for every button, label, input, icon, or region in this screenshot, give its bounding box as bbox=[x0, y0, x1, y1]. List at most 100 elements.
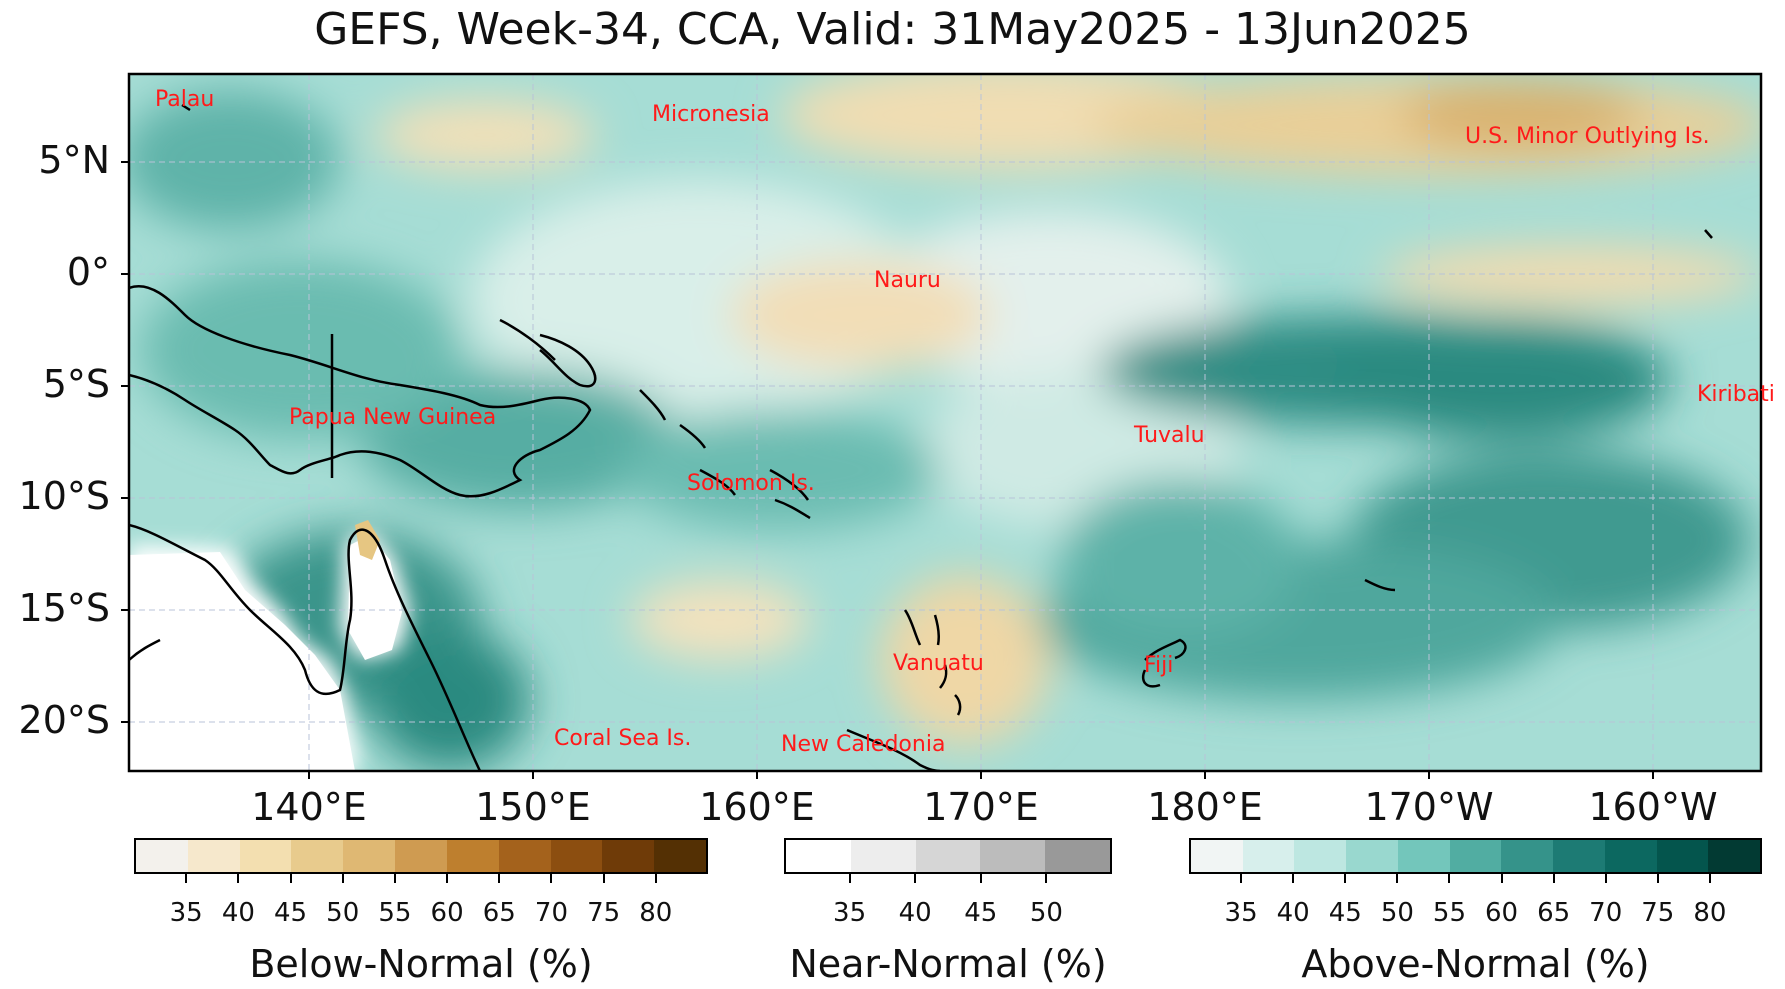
colorbar-swatch-above-0 bbox=[1191, 840, 1243, 872]
colorbar-tick-label-near-3: 50 bbox=[1029, 898, 1063, 928]
colorbar-swatch-near-4 bbox=[1045, 840, 1110, 872]
colorbar-tick-label-below-7: 70 bbox=[534, 898, 568, 928]
lat-label-0: 0° bbox=[66, 250, 110, 294]
colorbar-swatch-below-1 bbox=[187, 840, 240, 872]
colorbar-near-normal bbox=[784, 838, 1112, 874]
lat-label-5n: 5°N bbox=[38, 138, 110, 182]
colorbar-tick-mark-above-9 bbox=[1708, 874, 1711, 883]
colorbar-tick-label-above-9: 80 bbox=[1693, 898, 1727, 928]
colorbar-tick-label-above-7: 70 bbox=[1589, 898, 1623, 928]
colorbar-tick-label-below-1: 40 bbox=[221, 898, 255, 928]
place-label-coral-sea: Coral Sea Is. bbox=[554, 726, 692, 751]
place-label-new-caledonia: New Caledonia bbox=[781, 732, 946, 757]
place-label-palau: Palau bbox=[155, 87, 215, 112]
colorbar-tick-label-above-1: 40 bbox=[1276, 898, 1310, 928]
colorbar-tick-mark-above-0 bbox=[1240, 874, 1243, 883]
colorbar-tick-mark-below-0 bbox=[185, 874, 188, 883]
colorbar-tick-label-below-4: 55 bbox=[378, 898, 412, 928]
colorbar-swatch-near-2 bbox=[915, 840, 981, 872]
place-label-vanuatu: Vanuatu bbox=[893, 651, 984, 676]
lon-label-180e: 180°E bbox=[1147, 785, 1263, 829]
colorbar-swatch-above-6 bbox=[1501, 840, 1554, 872]
colorbar-above-normal bbox=[1189, 838, 1762, 874]
colorbar-tick-mark-below-8 bbox=[602, 874, 605, 883]
colorbar-swatch-below-4 bbox=[343, 840, 396, 872]
colorbar-below-normal bbox=[134, 838, 708, 874]
lat-label-5s: 5°S bbox=[42, 362, 110, 406]
colorbar-tick-label-below-8: 75 bbox=[587, 898, 621, 928]
place-label-solomon: Solomon Is. bbox=[687, 471, 815, 496]
lon-label-170e: 170°E bbox=[923, 785, 1039, 829]
colorbar-tick-label-above-3: 50 bbox=[1380, 898, 1414, 928]
colorbar-tick-mark-below-5 bbox=[446, 874, 449, 883]
colorbar-tick-mark-below-2 bbox=[289, 874, 292, 883]
colorbar-below-label: Below-Normal (%) bbox=[249, 942, 593, 986]
colorbar-swatch-near-1 bbox=[850, 840, 916, 872]
colorbar-swatch-below-0 bbox=[136, 840, 188, 872]
lon-label-160w: 160°W bbox=[1588, 785, 1718, 829]
place-label-nauru: Nauru bbox=[874, 268, 941, 293]
colorbar-swatch-below-8 bbox=[550, 840, 603, 872]
colorbar-swatch-below-10 bbox=[654, 840, 706, 872]
colorbar-swatch-near-3 bbox=[980, 840, 1046, 872]
colorbar-tick-mark-below-6 bbox=[498, 874, 501, 883]
colorbar-tick-mark-above-4 bbox=[1448, 874, 1451, 883]
colorbar-tick-mark-above-5 bbox=[1500, 874, 1503, 883]
colorbar-swatch-above-2 bbox=[1294, 840, 1347, 872]
colorbar-swatch-below-3 bbox=[291, 840, 344, 872]
colorbar-tick-mark-below-1 bbox=[237, 874, 240, 883]
colorbar-tick-label-above-4: 55 bbox=[1432, 898, 1466, 928]
colorbar-tick-mark-above-6 bbox=[1552, 874, 1555, 883]
colorbar-swatch-below-5 bbox=[395, 840, 447, 872]
colorbar-swatch-below-2 bbox=[239, 840, 292, 872]
colorbar-tick-label-below-6: 65 bbox=[482, 898, 516, 928]
colorbar-tick-label-above-0: 35 bbox=[1224, 898, 1258, 928]
probability-field bbox=[129, 74, 1761, 771]
place-label-micronesia: Micronesia bbox=[652, 102, 770, 127]
colorbar-tick-label-near-1: 40 bbox=[898, 898, 932, 928]
lat-label-15s: 15°S bbox=[18, 586, 110, 630]
colorbar-tick-mark-above-3 bbox=[1396, 874, 1399, 883]
colorbar-swatch-below-6 bbox=[446, 840, 499, 872]
colorbar-tick-mark-near-1 bbox=[914, 874, 917, 883]
colorbar-swatch-near-0 bbox=[786, 840, 851, 872]
graticule bbox=[129, 74, 1761, 771]
colorbar-swatch-above-5 bbox=[1449, 840, 1502, 872]
lon-label-150e: 150°E bbox=[475, 785, 591, 829]
colorbar-above-label: Above-Normal (%) bbox=[1301, 942, 1650, 986]
place-label-us-minor-outlying: U.S. Minor Outlying Is. bbox=[1465, 124, 1710, 149]
place-label-tuvalu: Tuvalu bbox=[1134, 423, 1205, 448]
place-label-png: Papua New Guinea bbox=[289, 405, 497, 430]
colorbar-swatch-above-3 bbox=[1346, 840, 1398, 872]
colorbar-near-label: Near-Normal (%) bbox=[789, 942, 1107, 986]
colorbar-tick-label-above-2: 45 bbox=[1328, 898, 1362, 928]
colorbar-tick-label-below-2: 45 bbox=[273, 898, 308, 928]
map-title: GEFS, Week-34, CCA, Valid: 31May2025 - 1… bbox=[314, 4, 1471, 55]
colorbar-tick-mark-above-8 bbox=[1656, 874, 1659, 883]
colorbar-tick-mark-below-9 bbox=[654, 874, 657, 883]
colorbar-swatch-above-7 bbox=[1553, 840, 1605, 872]
colorbar-tick-label-below-3: 50 bbox=[326, 898, 360, 928]
colorbar-tick-mark-above-2 bbox=[1344, 874, 1347, 883]
colorbar-swatch-above-4 bbox=[1397, 840, 1450, 872]
colorbar-tick-label-above-8: 75 bbox=[1641, 898, 1675, 928]
lat-label-20s: 20°S bbox=[18, 698, 110, 742]
colorbar-swatch-below-7 bbox=[498, 840, 551, 872]
lat-label-10s: 10°S bbox=[18, 474, 110, 518]
colorbar-tick-mark-above-1 bbox=[1292, 874, 1295, 883]
colorbar-tick-mark-near-0 bbox=[848, 874, 851, 883]
colorbar-tick-mark-below-4 bbox=[393, 874, 396, 883]
colorbar-tick-mark-above-7 bbox=[1604, 874, 1607, 883]
colorbar-tick-mark-below-3 bbox=[341, 874, 344, 883]
colorbar-tick-label-near-2: 45 bbox=[964, 898, 998, 928]
colorbar-swatch-above-10 bbox=[1708, 840, 1761, 872]
lon-label-160e: 160°E bbox=[699, 785, 815, 829]
lon-label-140e: 140°E bbox=[251, 785, 367, 829]
colorbar-tick-label-below-9: 80 bbox=[639, 898, 673, 928]
colorbar-tick-label-above-6: 65 bbox=[1537, 898, 1571, 928]
colorbar-tick-label-below-5: 60 bbox=[430, 898, 464, 928]
colorbar-tick-mark-near-3 bbox=[1045, 874, 1048, 883]
place-label-kiribati: Kiribati bbox=[1697, 382, 1775, 407]
colorbar-tick-label-near-0: 35 bbox=[833, 898, 867, 928]
